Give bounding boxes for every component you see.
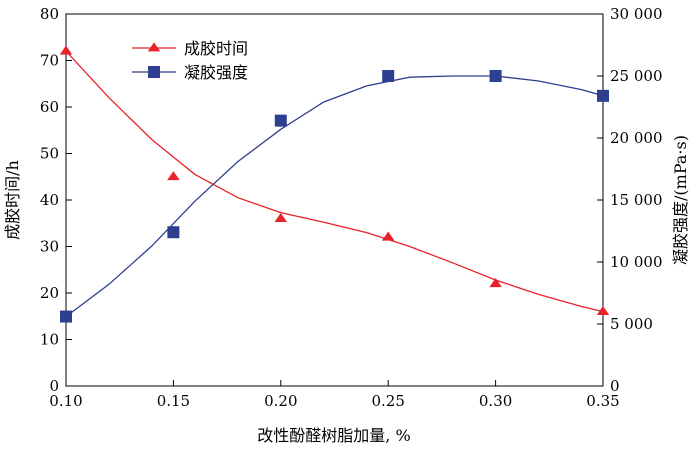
gelation-time-point [167, 171, 180, 181]
series-layer [59, 45, 610, 323]
series-line-gelation-time [65, 50, 604, 313]
right-y-tick-label: 0 [610, 377, 620, 395]
x-axis-title: 改性酚醛树脂加量, % [257, 426, 410, 445]
gelation-time-point [596, 305, 610, 315]
x-tick-label: 0.35 [586, 392, 619, 410]
right-y-axis-ticks: 0 5 000 10 000 15 000 20 000 25 000 30 000 [597, 5, 663, 395]
right-y-tick-label: 20 000 [610, 129, 663, 147]
x-axis-ticks: 0.10 0.15 0.20 0.25 0.30 0.35 [49, 380, 620, 410]
legend-label: 凝胶强度 [184, 63, 248, 82]
right-y-tick-label: 30 000 [610, 5, 663, 23]
x-tick-label: 0.15 [157, 392, 190, 410]
gelation-time-point [59, 45, 73, 55]
left-y-tick-label: 60 [40, 98, 59, 116]
right-y-tick-label: 5 000 [610, 315, 653, 333]
legend-square-marker [148, 66, 160, 78]
gelation-time-point [381, 231, 395, 241]
left-y-tick-label: 50 [40, 145, 59, 163]
left-y-axis-ticks: 0 10 20 30 40 50 60 70 80 [40, 5, 72, 395]
left-y-axis-title: 成胶时间/h [3, 160, 22, 240]
legend-triangle-marker [147, 42, 161, 52]
left-y-tick-label: 80 [40, 5, 59, 23]
gel-strength-point [274, 114, 287, 127]
legend-label: 成胶时间 [184, 39, 248, 58]
gel-strength-point [167, 226, 180, 239]
right-y-tick-label: 25 000 [610, 67, 663, 85]
gelation-time-point [274, 212, 288, 222]
plot-frame [65, 13, 604, 387]
right-y-axis-title: 凝胶强度/(mPa·s) [671, 135, 690, 265]
left-y-tick-label: 40 [40, 191, 59, 209]
series-line-gel-strength [65, 75, 604, 318]
x-tick-label: 0.10 [49, 392, 82, 410]
gel-strength-point [597, 89, 609, 102]
gel-strength-point [489, 70, 502, 82]
right-y-tick-label: 15 000 [610, 191, 663, 209]
gelation-time-point [489, 278, 502, 288]
x-tick-label: 0.25 [371, 392, 404, 410]
x-tick-label: 0.30 [479, 392, 512, 410]
left-y-tick-label: 0 [49, 377, 59, 395]
left-y-tick-label: 10 [40, 331, 59, 349]
left-y-tick-label: 30 [40, 238, 59, 256]
gel-strength-point [60, 310, 72, 323]
gel-strength-point [382, 70, 395, 82]
right-y-tick-label: 10 000 [610, 253, 663, 271]
left-y-tick-label: 20 [40, 284, 59, 302]
left-y-tick-label: 70 [40, 52, 59, 70]
x-tick-label: 0.20 [264, 392, 297, 410]
